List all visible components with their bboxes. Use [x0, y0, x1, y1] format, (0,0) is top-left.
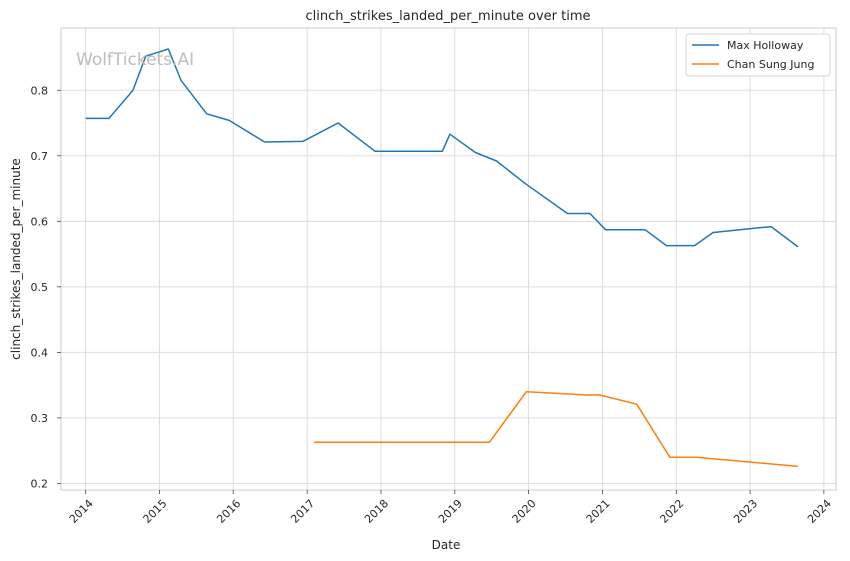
legend-label-max-holloway: Max Holloway: [727, 39, 804, 52]
x-tick-label: 2016: [214, 497, 243, 526]
legend: Max Holloway Chan Sung Jung: [685, 33, 831, 77]
y-tick-label: 0.8: [31, 84, 49, 97]
y-tick-label: 0.3: [31, 412, 49, 425]
plot-area: [60, 27, 837, 491]
x-tick-label: 2015: [141, 497, 170, 526]
x-tick-label: 2018: [362, 497, 391, 526]
chart-title: clinch_strikes_landed_per_minute over ti…: [305, 9, 590, 24]
grid: [61, 28, 836, 490]
y-tick-label: 0.5: [31, 281, 49, 294]
watermark: WolfTickets.AI: [76, 50, 194, 70]
y-axis-label: clinch_strikes_landed_per_minute: [9, 158, 23, 360]
legend-box: [685, 33, 831, 77]
series-line-max-holloway: [85, 48, 799, 248]
x-tick-label: 2023: [731, 497, 760, 526]
y-tick-label: 0.4: [31, 346, 49, 359]
x-tick-label: 2014: [67, 497, 96, 526]
x-tick-label: 2024: [805, 497, 834, 526]
x-tick-label: 2020: [510, 497, 539, 526]
y-tick-label: 0.7: [31, 150, 49, 163]
x-tick-label: 2021: [584, 497, 613, 526]
legend-label-chan-sung-jung: Chan Sung Jung: [727, 58, 814, 71]
series-layer: [85, 48, 799, 468]
y-tick-label: 0.6: [31, 215, 49, 228]
x-axis-label: Date: [432, 538, 461, 552]
y-tick-label: 0.2: [31, 477, 49, 490]
x-tick-label: 2017: [288, 497, 317, 526]
x-axis: 2014 2015 2016 2017 2018 2019 2020 2021 2022 2023…: [67, 490, 834, 526]
x-tick-label: 2022: [657, 497, 686, 526]
series-line-chan-sung-jung: [314, 390, 799, 468]
x-tick-label: 2019: [436, 497, 465, 526]
y-axis: 0.2 0.3 0.4 0.5 0.6 0.7 0.8: [31, 84, 61, 490]
